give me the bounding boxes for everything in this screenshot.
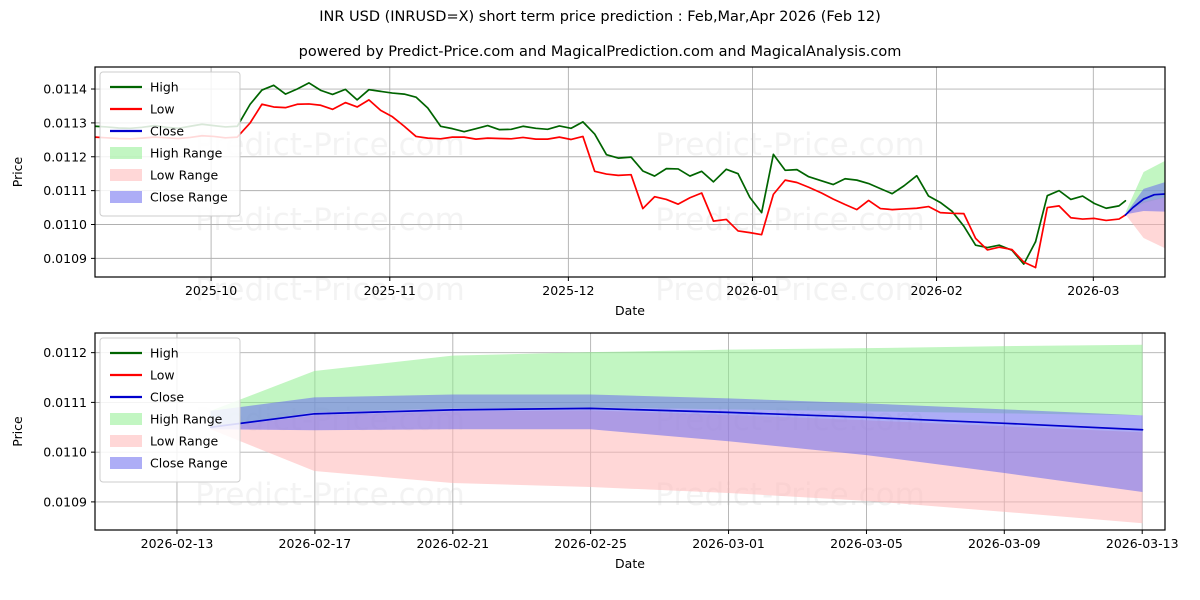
x-tick-label: 2026-02-13: [141, 536, 214, 551]
x-tick-label: 2026-03-05: [830, 536, 903, 551]
x-tick-label: 2026-03-01: [692, 536, 765, 551]
y-tick-label: 0.0113: [43, 115, 87, 130]
plot-frame: [94, 332, 1166, 531]
x-tick-label: 2025-11: [364, 283, 416, 298]
bottom-forecast-chart: Predict-Price.comPredict-Price.comPredic…: [10, 332, 1179, 571]
legend-label-low: Low: [150, 368, 175, 383]
legend-label-low-range: Low Range: [150, 168, 219, 183]
watermark-text: Predict-Price.com: [655, 272, 925, 308]
watermark-text: Predict-Price.com: [655, 127, 925, 163]
y-tick-label: 0.0110: [43, 445, 87, 460]
legend-swatch-close-range: [110, 457, 142, 469]
legend-label-close: Close: [150, 390, 184, 405]
y-tick-label: 0.0109: [43, 494, 87, 509]
watermark-text: Predict-Price.com: [195, 477, 465, 513]
legend-label-low: Low: [150, 102, 175, 117]
y-axis-title: Price: [10, 416, 25, 447]
x-tick-label: 2026-01: [726, 283, 778, 298]
legend-label-low-range: Low Range: [150, 434, 219, 449]
watermark-text: Predict-Price.com: [195, 272, 465, 308]
legend-swatch-high-range: [110, 147, 142, 159]
y-tick-label: 0.0110: [43, 217, 87, 232]
x-tick-label: 2026-03: [1067, 283, 1119, 298]
legend-label-high-range: High Range: [150, 146, 223, 161]
legend-swatch-low-range: [110, 435, 142, 447]
legend-swatch-close-range: [110, 191, 142, 203]
x-axis-title: Date: [615, 303, 645, 318]
page-title: INR USD (INRUSD=X) short term price pred…: [319, 9, 881, 25]
legend-swatch-low-range: [110, 169, 142, 181]
x-tick-label: 2025-10: [185, 283, 237, 298]
x-tick-label: 2026-02-17: [279, 536, 352, 551]
legend-label-high: High: [150, 80, 179, 95]
legend-label-close: Close: [150, 124, 184, 139]
series-line-low-late-: [1034, 205, 1127, 269]
x-tick-label: 2025-12: [542, 283, 594, 298]
y-tick-label: 0.0112: [43, 345, 87, 360]
legend-swatch-high-range: [110, 413, 142, 425]
series-line-high: [95, 82, 1037, 265]
series-line-high-late-: [1034, 189, 1127, 243]
page-subtitle: powered by Predict-Price.com and Magical…: [298, 43, 902, 60]
plot-background: [95, 67, 1165, 277]
x-tick-label: 2026-03-09: [968, 536, 1041, 551]
y-tick-label: 0.0112: [43, 149, 87, 164]
watermark-text: Predict-Price.com: [655, 202, 925, 238]
x-tick-label: 2026-03-13: [1106, 536, 1179, 551]
x-axis-title: Date: [615, 556, 645, 571]
y-tick-label: 0.0109: [43, 251, 87, 266]
legend-label-high-range: High Range: [150, 412, 223, 427]
top-price-chart: Predict-Price.com Predict-Price.com Predic…: [10, 66, 1166, 318]
legend-label-close-range: Close Range: [150, 456, 228, 471]
legend-label-close-range: Close Range: [150, 190, 228, 205]
y-tick-label: 0.0114: [43, 82, 87, 97]
title-block: INR USD (INRUSD=X) short term price pred…: [0, 0, 1200, 59]
legend-label-high: High: [150, 346, 179, 361]
series-line-close: [1124, 193, 1165, 216]
series-line-low: [95, 99, 1037, 269]
x-tick-label: 2026-02: [910, 283, 962, 298]
series-line-close: [209, 407, 1144, 431]
x-tick-label: 2026-02-21: [416, 536, 489, 551]
plot-frame: [94, 66, 1166, 278]
y-tick-label: 0.0111: [43, 395, 87, 410]
y-tick-label: 0.0111: [43, 183, 87, 198]
y-axis-title: Price: [10, 156, 25, 187]
x-tick-label: 2026-02-25: [554, 536, 627, 551]
